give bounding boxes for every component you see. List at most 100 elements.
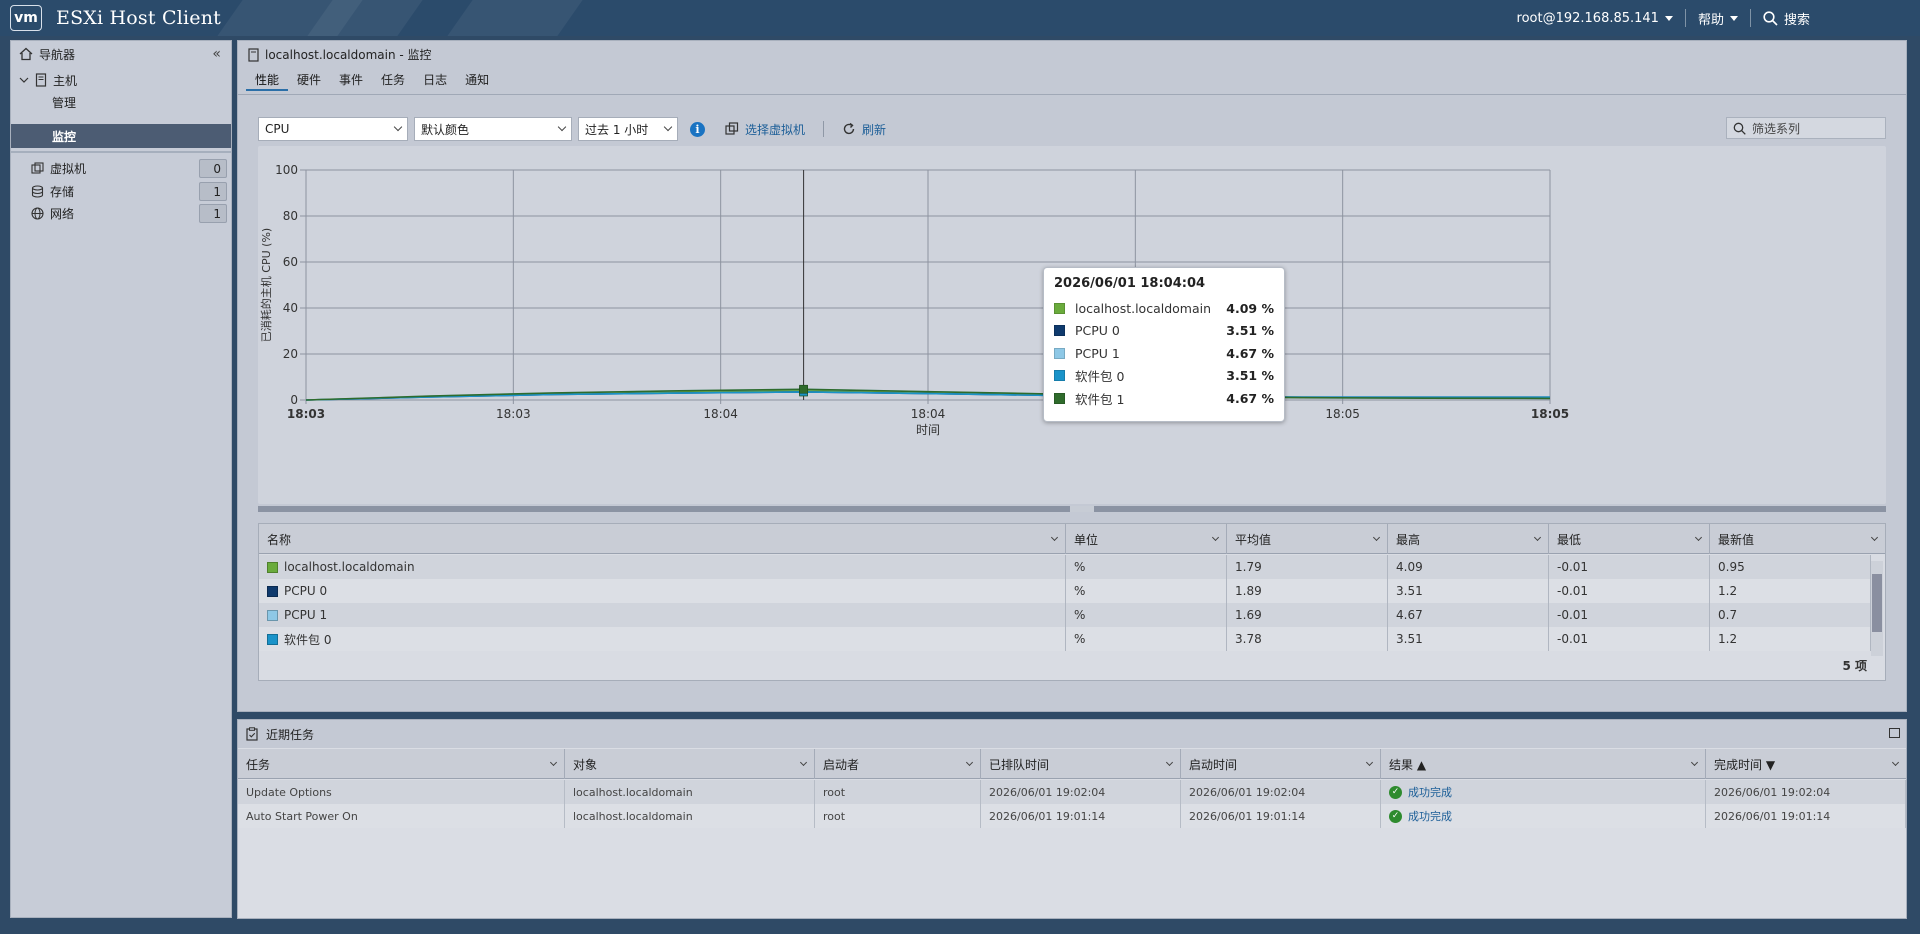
cell-text: -0.01 <box>1557 560 1589 574</box>
column-header-latest[interactable]: 最新值 <box>1710 524 1885 554</box>
nav-item-monitor[interactable] <box>11 124 231 148</box>
chevron-down-icon[interactable] <box>799 758 808 767</box>
chevron-down-icon[interactable] <box>1050 533 1059 542</box>
table-cell-min: -0.01 <box>1549 603 1710 627</box>
table-row[interactable]: PCPU 0% 1.89 3.51 -0.01 1.2 <box>259 579 1871 603</box>
chevron-down-icon[interactable] <box>1365 758 1374 767</box>
cell-text: % <box>1074 560 1086 574</box>
search-button[interactable]: 搜索 <box>1751 8 1920 28</box>
column-header-max[interactable]: 最高 <box>1388 524 1549 554</box>
column-header-initiator[interactable]: 启动者 <box>815 749 981 779</box>
table-cell-name: PCPU 0 <box>259 579 1066 603</box>
scrollbar-thumb[interactable] <box>1872 574 1882 632</box>
vmware-logo: vm <box>10 5 42 31</box>
cell-text: localhost.localdomain <box>573 785 693 799</box>
splitter-grip[interactable] <box>1070 506 1094 512</box>
count-badge: 1 <box>199 182 227 201</box>
recent-tasks-panel: 近期任务 任务 对象 启动者 已排队时间 启动时间 结果 ▲ 完成时间 ▼ Up… <box>237 719 1907 919</box>
cell-text: 1.2 <box>1718 632 1738 646</box>
table-row[interactable]: 软件包 0% 3.78 3.51 -0.01 1.2 <box>259 627 1871 651</box>
column-label: 结果 ▲ <box>1389 757 1427 772</box>
time-range-select[interactable]: 过去 1 小时 <box>578 117 678 141</box>
nav-item-label: 存储 <box>50 185 75 199</box>
column-header-average[interactable]: 平均值 <box>1227 524 1388 554</box>
column-header-started[interactable]: 启动时间 <box>1181 749 1381 779</box>
metric-select[interactable]: CPU <box>258 117 408 141</box>
chevron-down-icon[interactable] <box>1870 533 1879 542</box>
chevron-down-icon[interactable] <box>1694 533 1703 542</box>
maximize-icon[interactable] <box>1889 728 1900 738</box>
tab-logs[interactable]: 日志 <box>423 73 448 87</box>
table-cell-latest: 0.95 <box>1710 555 1871 579</box>
series-point <box>799 384 808 394</box>
nav-item-network[interactable]: 网络 1 <box>31 203 231 224</box>
tab-performance[interactable]: 性能 <box>246 71 289 91</box>
nav-item-host[interactable]: 主机 <box>19 69 77 91</box>
filter-series-input[interactable]: 筛选系列 <box>1726 117 1886 139</box>
cell-text: % <box>1074 608 1086 622</box>
color-scheme-value: 默认颜色 <box>421 122 470 137</box>
series-line <box>305 388 1551 401</box>
column-header-queued[interactable]: 已排队时间 <box>981 749 1181 779</box>
column-header-target[interactable]: 对象 <box>565 749 815 779</box>
tab-hardware[interactable]: 硬件 <box>297 73 322 87</box>
nav-item-manage[interactable]: 管理 <box>52 91 76 113</box>
chevron-down-icon[interactable] <box>549 758 558 767</box>
vm-icon <box>31 162 44 174</box>
help-menu[interactable]: 帮助 <box>1686 8 1750 28</box>
task-row[interactable]: Auto Start Power On localhost.localdomain… <box>238 804 1906 828</box>
cell-text: 3.51 <box>1396 632 1423 646</box>
chevron-down-icon[interactable] <box>1533 533 1542 542</box>
column-header-task[interactable]: 任务 <box>238 749 565 779</box>
color-scheme-select[interactable]: 默认颜色 <box>414 117 572 141</box>
task-cell-queued: 2026/06/01 19:01:14 <box>981 804 1181 828</box>
chevron-down-icon[interactable] <box>1372 533 1381 542</box>
tooltip-row: localhost.localdomain 4.09 % <box>1054 297 1274 320</box>
tab-events[interactable]: 事件 <box>339 73 364 87</box>
tab-bar: 性能 硬件 事件 任务 日志 通知 <box>246 71 498 91</box>
tab-notifications[interactable]: 通知 <box>465 73 490 87</box>
y-tick-label: 0 <box>290 393 298 407</box>
column-header-name[interactable]: 名称 <box>259 524 1066 554</box>
table-cell-unit: % <box>1066 555 1227 579</box>
chevron-down-icon[interactable] <box>965 758 974 767</box>
divider <box>1749 9 1751 27</box>
column-header-completed[interactable]: 完成时间 ▼ <box>1706 749 1906 779</box>
collapse-icon[interactable]: « <box>212 46 221 62</box>
task-row[interactable]: Update Options localhost.localdomain root 2… <box>238 780 1906 804</box>
chevron-down-icon[interactable] <box>1891 758 1900 767</box>
chevron-down-icon[interactable] <box>1690 758 1699 767</box>
table-cell-unit: % <box>1066 603 1227 627</box>
series-swatch <box>1054 302 1065 314</box>
info-icon[interactable]: i <box>690 121 705 137</box>
metric-select-value: CPU <box>265 122 290 136</box>
column-label: 启动时间 <box>1189 757 1238 772</box>
column-header-result[interactable]: 结果 ▲ <box>1381 749 1706 779</box>
cell-text: 2026/06/01 19:02:04 <box>1714 785 1831 799</box>
tooltip-series-value: 4.09 % <box>1226 300 1274 316</box>
user-menu[interactable]: root@192.168.85.141 <box>1505 8 1685 28</box>
table-row[interactable]: localhost.localdomain% 1.79 4.09 -0.01 0.95 <box>259 555 1871 579</box>
table-cell-min: -0.01 <box>1549 579 1710 603</box>
table-row[interactable]: PCPU 1% 1.69 4.67 -0.01 0.7 <box>259 603 1871 627</box>
chevron-down-icon[interactable] <box>1165 758 1174 767</box>
column-label: 启动者 <box>823 757 860 772</box>
cpu-line-chart[interactable]: 02040608010018:0318:0318:0418:0418:0418:… <box>258 146 1886 504</box>
nav-item-vms[interactable]: 虚拟机 0 <box>31 158 231 179</box>
cell-text: Update Options <box>246 785 332 799</box>
column-header-min[interactable]: 最低 <box>1549 524 1710 554</box>
column-header-unit[interactable]: 单位 <box>1066 524 1227 554</box>
tab-tasks[interactable]: 任务 <box>381 73 406 87</box>
item-count: 5 项 <box>1842 659 1867 673</box>
refresh-button[interactable]: 刷新 <box>842 121 886 138</box>
table-cell-max: 3.51 <box>1388 627 1549 651</box>
series-swatch <box>267 585 278 597</box>
refresh-label: 刷新 <box>862 122 887 137</box>
nav-item-storage[interactable]: 存储 1 <box>31 181 231 202</box>
cell-text: localhost.localdomain <box>284 560 415 574</box>
chevron-down-icon[interactable] <box>19 75 29 85</box>
cell-text: 成功完成 <box>1408 810 1452 823</box>
chevron-down-icon[interactable] <box>1211 533 1220 542</box>
select-vm-button[interactable]: 选择虚拟机 <box>725 121 805 138</box>
tasks-table-body: Update Options localhost.localdomain root 2… <box>238 780 1906 828</box>
